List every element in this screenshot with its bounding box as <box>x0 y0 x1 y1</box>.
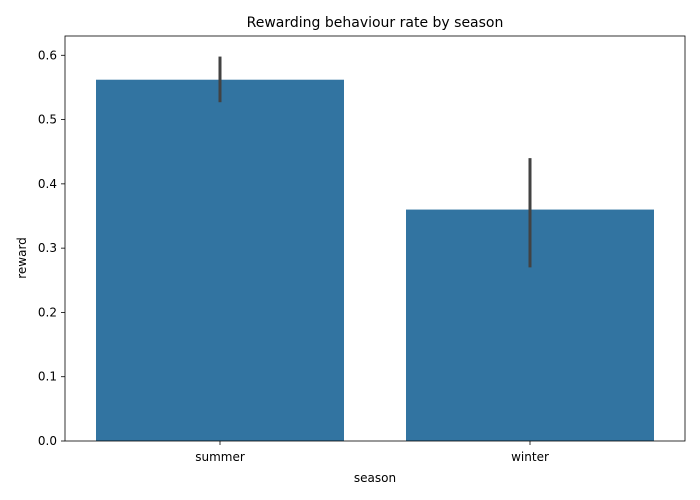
bar-summer <box>96 79 344 441</box>
y-tick-label-2: 0.2 <box>38 305 57 319</box>
plot-area: summer winter 0.0 0.1 0.2 0.3 0.4 0.5 0.6 <box>38 35 686 464</box>
y-tick-label-6: 0.6 <box>38 48 57 62</box>
y-tick-label-4: 0.4 <box>38 177 57 191</box>
x-axis-label: season <box>354 471 396 485</box>
axes-frame <box>64 35 686 442</box>
y-tick-label-3: 0.3 <box>38 241 57 255</box>
x-tick-label-summer: summer <box>195 450 245 464</box>
y-tick-label-5: 0.5 <box>38 113 57 127</box>
x-tick-label-winter: winter <box>511 450 549 464</box>
chart-title: Rewarding behaviour rate by season <box>247 15 504 31</box>
y-tick-label-0: 0.0 <box>38 434 57 448</box>
y-axis-label: reward <box>15 237 29 279</box>
y-tick-label-1: 0.1 <box>38 370 57 384</box>
